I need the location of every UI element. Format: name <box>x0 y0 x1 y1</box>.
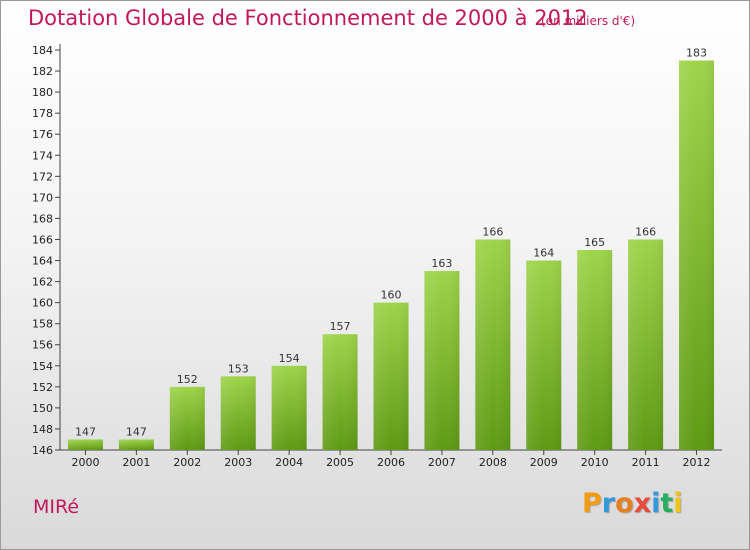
y-tick-label: 180 <box>32 86 53 99</box>
bars <box>67 60 715 451</box>
x-tick-label: 2011 <box>632 456 660 469</box>
x-tick-label: 2010 <box>581 456 609 469</box>
bar-shine <box>67 439 103 450</box>
bar-shine <box>424 271 460 450</box>
y-tick-label: 166 <box>32 233 53 246</box>
x-tick-label: 2005 <box>326 456 354 469</box>
y-tick-label: 172 <box>32 170 53 183</box>
logo-letter: x <box>633 488 652 519</box>
value-labels: 147 147 152 153 154 157 160 163 166 164 165 166 183 <box>75 47 707 439</box>
y-tick-label: 152 <box>32 381 53 394</box>
y-tick-label: 164 <box>32 255 53 268</box>
bar-shine <box>577 250 613 450</box>
x-tick-label: 2000 <box>71 456 99 469</box>
bar-shine <box>271 365 307 450</box>
logo-letter: P <box>582 488 602 519</box>
y-tick-label: 154 <box>32 360 53 373</box>
x-tick-label: 2001 <box>122 456 150 469</box>
x-tick-label: 2002 <box>173 456 201 469</box>
y-tick-label: 168 <box>32 212 53 225</box>
y-tick-label: 176 <box>32 128 53 141</box>
y-tick-label: 148 <box>32 423 53 436</box>
x-axis: 2000 2001 2002 2003 2004 2005 2006 2007 2008 2009… <box>60 449 722 469</box>
x-tick-label: 2006 <box>377 456 405 469</box>
bar-shine <box>220 376 256 450</box>
data-label: 166 <box>482 225 503 238</box>
y-tick-label: 150 <box>32 402 53 415</box>
data-label: 157 <box>330 320 351 333</box>
data-label: 160 <box>381 289 402 302</box>
x-tick-label: 2004 <box>275 456 303 469</box>
logo-letter: i <box>651 488 661 519</box>
x-tick-label: 2009 <box>530 456 558 469</box>
data-label: 147 <box>126 425 147 438</box>
bar-shine <box>526 260 562 450</box>
y-tick-label: 170 <box>32 191 53 204</box>
bar-shine <box>475 239 511 450</box>
x-tick-label: 2008 <box>479 456 507 469</box>
y-tick-label: 184 <box>32 44 53 57</box>
logo-letter: t <box>660 488 674 519</box>
data-label: 165 <box>584 236 605 249</box>
y-tick-label: 174 <box>32 149 53 162</box>
y-tick-label: 160 <box>32 297 53 310</box>
chart-unit: (en milliers d'€) <box>541 14 636 28</box>
proxiti-logo[interactable]: Proxiti <box>582 488 683 519</box>
logo-letter: r <box>601 488 616 519</box>
y-tick-label: 162 <box>32 276 53 289</box>
logo-letter: o <box>615 488 634 519</box>
x-tick-label: 2012 <box>683 456 711 469</box>
y-tick-label: 158 <box>32 318 53 331</box>
bar-shine <box>628 239 664 450</box>
bar-shine <box>679 60 715 451</box>
data-label: 164 <box>533 247 554 260</box>
y-tick-label: 146 <box>32 444 53 457</box>
data-label: 166 <box>635 225 656 238</box>
data-label: 153 <box>228 362 249 375</box>
y-tick-label: 178 <box>32 107 53 120</box>
data-label: 147 <box>75 425 96 438</box>
x-tick-label: 2007 <box>428 456 456 469</box>
x-tick-label: 2003 <box>224 456 252 469</box>
bar-shine <box>118 439 154 450</box>
y-tick-label: 156 <box>32 339 53 352</box>
y-tick-label: 182 <box>32 65 53 78</box>
logo-letter: i <box>673 488 683 519</box>
commune-name: MIRé <box>33 496 80 518</box>
data-label: 154 <box>279 352 300 365</box>
chart-title: Dotation Globale de Fonctionnement de 20… <box>28 6 588 30</box>
data-label: 152 <box>177 373 198 386</box>
y-axis: 146 148 150 152 154 156 158 160 162 164 166 168 170 1… <box>32 44 61 457</box>
bar-shine <box>169 386 205 450</box>
data-label: 183 <box>686 47 707 60</box>
bar-shine <box>373 302 409 450</box>
bar-shine <box>322 334 358 450</box>
data-label: 163 <box>431 257 452 270</box>
